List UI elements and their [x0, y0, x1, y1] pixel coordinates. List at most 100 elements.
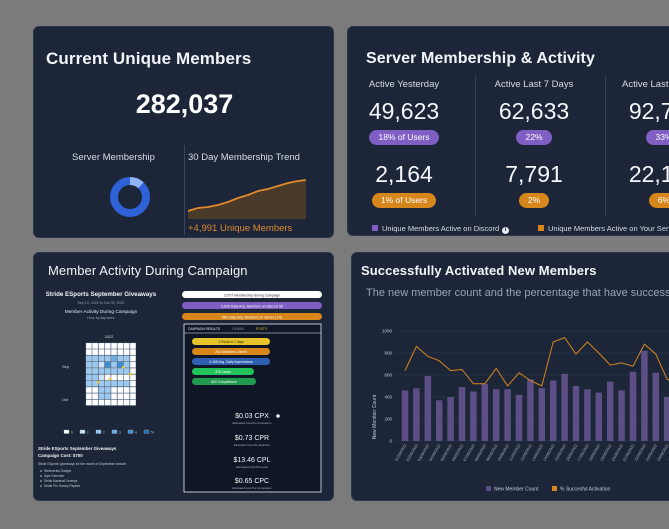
- bar[interactable]: [652, 372, 660, 441]
- heatmap-cell: [123, 374, 130, 381]
- bullet-dot: [40, 485, 42, 487]
- panel-title: Successfully Activated New Members: [361, 263, 597, 278]
- heatmap-cell: [104, 368, 111, 375]
- bar[interactable]: [538, 388, 546, 441]
- heatmap-cell: [117, 342, 124, 349]
- heatmap-cell: [117, 393, 124, 400]
- bar[interactable]: [549, 380, 557, 442]
- tab-funnel[interactable]: FUNNEL: [232, 327, 245, 331]
- heatmap-cell: [98, 355, 105, 362]
- chart-bars: [401, 350, 669, 442]
- bar[interactable]: [504, 389, 511, 441]
- heatmap-cell: [111, 361, 118, 368]
- stat-column: Active Yesterday 49,623 18% of Users 2,1…: [349, 79, 459, 208]
- bar[interactable]: [458, 387, 466, 441]
- info-icon[interactable]: i: [502, 227, 510, 234]
- bar[interactable]: [447, 397, 454, 441]
- y-tick-label: 1000: [382, 329, 393, 334]
- server-pct-badge: 1% of Users: [371, 193, 437, 208]
- bar[interactable]: [584, 389, 591, 441]
- report-title: Stride ESports September Giveaways: [46, 291, 157, 298]
- bar[interactable]: [663, 397, 669, 441]
- heatmap-cell: [98, 349, 105, 356]
- panel-title: Member Activity During Campaign: [48, 263, 248, 278]
- metric-desc: Estimated Cost-Per-Lead: [236, 465, 268, 469]
- event-marker: [122, 366, 125, 369]
- heatmap-cell: [129, 355, 136, 362]
- tab-posts[interactable]: POST'S: [256, 327, 267, 331]
- heatmap-cell: [92, 349, 99, 356]
- funnel-step: [192, 368, 254, 375]
- legend-label: 2: [103, 430, 105, 434]
- bar[interactable]: [572, 386, 580, 441]
- bar[interactable]: [435, 400, 443, 441]
- bar[interactable]: [595, 392, 603, 441]
- heatmap-cell: [104, 355, 111, 362]
- server-pct-badge: 2%: [518, 193, 550, 208]
- bar[interactable]: [527, 379, 534, 441]
- heatmap-cell: [111, 399, 118, 406]
- bar[interactable]: [606, 381, 614, 441]
- metric-value: $0.65 CPC: [235, 478, 269, 485]
- heatmap-cell: [98, 374, 105, 381]
- legend-label: Unique Members Active on Discord: [382, 224, 500, 233]
- info-icon[interactable]: [276, 414, 280, 418]
- legend-label: 4: [135, 430, 137, 434]
- heatmap-cell: [104, 349, 111, 356]
- heatmap-cell: [92, 361, 99, 368]
- summary-bullet: Steelseries Gadget: [44, 469, 71, 473]
- bar[interactable]: [641, 350, 648, 441]
- heatmap-cell: [117, 361, 124, 368]
- bullet-dot: [40, 480, 42, 482]
- heatmap-cell: [85, 361, 92, 368]
- panel-subtitle: The new member count and the percentage …: [366, 287, 669, 299]
- bar[interactable]: [470, 391, 477, 442]
- stat-bar-total: [182, 291, 322, 298]
- heatmap-cell: [123, 368, 130, 375]
- active-value: 92,772: [628, 98, 669, 124]
- heatmap-cell: [117, 349, 124, 356]
- bar[interactable]: [492, 389, 500, 441]
- heatmap-subtitle: Hour by day week: [87, 316, 114, 320]
- bar[interactable]: [424, 376, 432, 441]
- heatmap-cell: [129, 393, 136, 400]
- heatmap-cell: [92, 368, 99, 375]
- metric-value: $13.46 CPL: [234, 457, 271, 464]
- heatmap-cell: [117, 380, 124, 387]
- heatmap-year: 2022: [105, 335, 113, 339]
- heatmap-cell: [85, 399, 92, 406]
- bar[interactable]: [401, 390, 409, 441]
- summary-cost: Campaign Cost: $700: [38, 453, 83, 458]
- heatmap-cell: [129, 399, 136, 406]
- heatmap-cell: [129, 374, 136, 381]
- new-members-panel: Successfully Activated New Members The n…: [351, 252, 669, 501]
- campaign-report: Stride ESports September Giveaways Sep 1…: [38, 291, 322, 493]
- y-tick-label: 600: [384, 373, 392, 378]
- funnel-step: [192, 378, 256, 385]
- legend-label: 5+: [151, 430, 155, 434]
- bar[interactable]: [481, 383, 489, 441]
- legend-swatch: [63, 429, 70, 434]
- event-marker: [109, 378, 112, 381]
- bar[interactable]: [618, 390, 625, 441]
- heatmap-cell: [92, 355, 99, 362]
- heatmap-cell: [92, 399, 99, 406]
- y-tick-label: 200: [384, 417, 392, 422]
- stat-label: Active Yesterday: [368, 79, 440, 90]
- heatmap-cell: [123, 355, 130, 362]
- heatmap-cell: [85, 374, 92, 381]
- heatmap-cell: [92, 386, 99, 393]
- bar[interactable]: [515, 394, 523, 441]
- legend-swatch: [486, 486, 491, 491]
- metric-desc: Estimated Cost-Per-Impression: [233, 421, 272, 425]
- bar[interactable]: [629, 371, 637, 441]
- heatmap-cell: [129, 342, 136, 349]
- tab-campaign-results[interactable]: CAMPAIGN RESULTS: [188, 327, 220, 331]
- heatmap-cell: [111, 393, 118, 400]
- legend-swatch: [79, 429, 86, 434]
- legend-label: 1: [87, 430, 89, 434]
- funnel-step: [192, 358, 270, 365]
- bar[interactable]: [561, 373, 568, 441]
- bar[interactable]: [413, 388, 420, 441]
- trend-delta: +4,991 Unique Members: [188, 223, 293, 234]
